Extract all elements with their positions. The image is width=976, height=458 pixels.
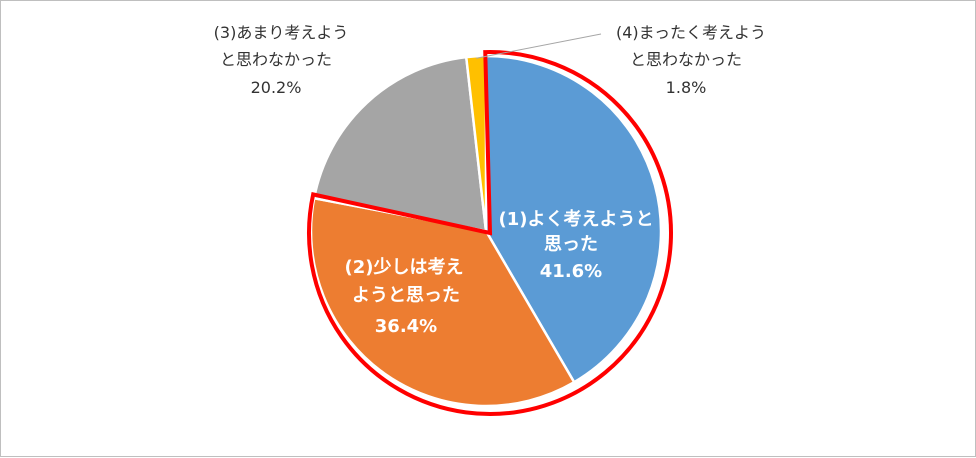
- slice-2-label-line-1: (2)少しは考え: [345, 256, 464, 278]
- slice-2-label-line-2: ようと思った: [352, 285, 460, 306]
- pie-slice-3: [312, 55, 488, 233]
- leader-line-slice-4: [476, 33, 602, 59]
- pie-slice-2: [309, 196, 576, 408]
- slice-2-value-label: 36.4%: [375, 316, 437, 337]
- highlight-outline: [307, 50, 673, 416]
- slice-4-label-line-2: と思わなかった: [630, 50, 742, 69]
- slice-1-value-label: 41.6%: [540, 261, 602, 282]
- pie-slice-1: [484, 54, 663, 384]
- slice-3-label-line-1: (3)あまり考えよう: [214, 23, 349, 42]
- slice-4-label-line-1: (4)まったく考えよう: [616, 23, 766, 42]
- slice-3-value-label: 20.2%: [251, 78, 302, 97]
- slice-1-label-line-1: (1)よく考えようと: [499, 208, 654, 230]
- slice-4-value-label: 1.8%: [666, 78, 707, 97]
- slice-3-label-line-2: と思わなかった: [220, 50, 332, 69]
- slice-1-label-line-2: 思った: [544, 234, 598, 255]
